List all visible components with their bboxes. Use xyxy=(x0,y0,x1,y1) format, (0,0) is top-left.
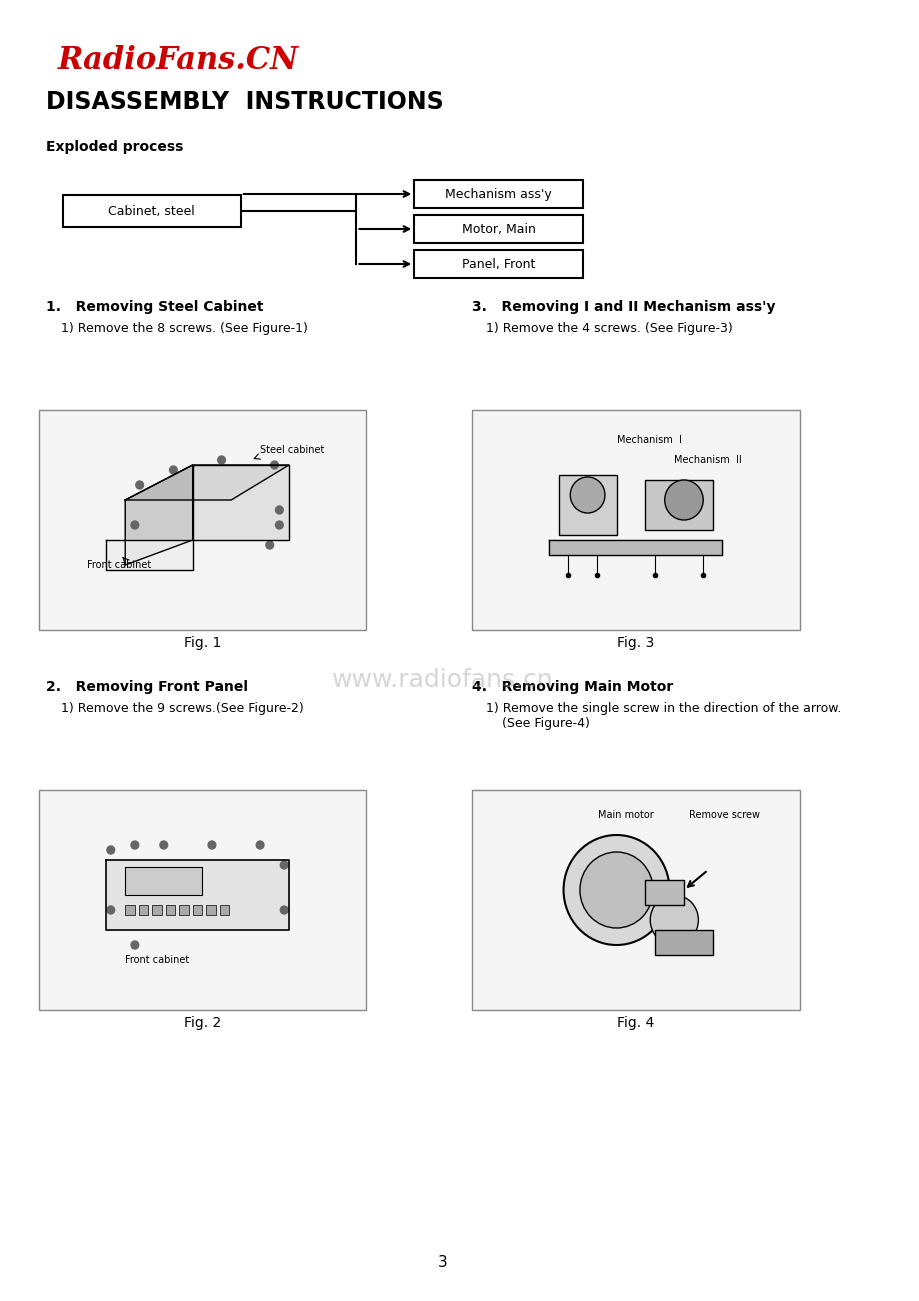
Polygon shape xyxy=(106,860,289,930)
Text: 1.   Removing Steel Cabinet: 1. Removing Steel Cabinet xyxy=(46,301,264,314)
Text: Front cabinet: Front cabinet xyxy=(125,955,189,965)
Circle shape xyxy=(270,461,278,468)
Text: Steel cabinet: Steel cabinet xyxy=(260,445,324,455)
Circle shape xyxy=(280,905,288,915)
Text: Remove screw: Remove screw xyxy=(688,811,759,820)
Text: 1) Remove the single screw in the direction of the arrow.
    (See Figure-4): 1) Remove the single screw in the direct… xyxy=(486,703,841,730)
Circle shape xyxy=(169,466,177,474)
Circle shape xyxy=(256,840,264,850)
Bar xyxy=(645,879,683,905)
Bar xyxy=(645,480,712,530)
Polygon shape xyxy=(125,464,192,565)
Bar xyxy=(414,215,582,243)
Circle shape xyxy=(563,835,669,945)
Circle shape xyxy=(275,520,283,530)
Polygon shape xyxy=(106,540,192,570)
Circle shape xyxy=(218,455,225,464)
Text: Cabinet, steel: Cabinet, steel xyxy=(108,204,195,217)
Circle shape xyxy=(275,506,283,514)
Circle shape xyxy=(136,481,143,489)
Bar xyxy=(192,905,202,915)
Bar xyxy=(152,905,162,915)
Text: 1) Remove the 4 screws. (See Figure-3): 1) Remove the 4 screws. (See Figure-3) xyxy=(486,323,732,334)
Bar xyxy=(558,475,616,535)
Circle shape xyxy=(650,895,698,945)
Circle shape xyxy=(280,861,288,869)
Bar xyxy=(62,195,241,226)
Text: 3: 3 xyxy=(437,1255,448,1270)
Text: Panel, Front: Panel, Front xyxy=(461,258,535,271)
Bar xyxy=(139,905,148,915)
Bar xyxy=(471,790,799,1010)
Circle shape xyxy=(160,840,167,850)
Text: Fig. 3: Fig. 3 xyxy=(617,636,653,650)
Bar xyxy=(220,905,229,915)
Text: Front cabinet: Front cabinet xyxy=(86,559,151,570)
Text: Exploded process: Exploded process xyxy=(46,141,184,154)
Circle shape xyxy=(130,840,139,850)
Text: 1) Remove the 8 screws. (See Figure-1): 1) Remove the 8 screws. (See Figure-1) xyxy=(61,323,307,334)
Circle shape xyxy=(579,852,652,928)
Bar xyxy=(414,250,582,278)
Bar xyxy=(39,790,366,1010)
Bar xyxy=(125,866,202,895)
Circle shape xyxy=(570,477,605,513)
Bar xyxy=(654,930,712,955)
Circle shape xyxy=(107,905,115,915)
Bar xyxy=(471,410,799,630)
Text: DISASSEMBLY  INSTRUCTIONS: DISASSEMBLY INSTRUCTIONS xyxy=(46,90,444,114)
Text: 4.   Removing Main Motor: 4. Removing Main Motor xyxy=(471,680,673,693)
Bar xyxy=(125,905,135,915)
Text: Fig. 4: Fig. 4 xyxy=(617,1016,653,1030)
Text: Mechanism ass'y: Mechanism ass'y xyxy=(445,187,551,200)
Text: Fig. 1: Fig. 1 xyxy=(184,636,221,650)
Polygon shape xyxy=(125,464,289,500)
Polygon shape xyxy=(192,464,289,540)
Circle shape xyxy=(107,846,115,853)
Text: 1) Remove the 9 screws.(See Figure-2): 1) Remove the 9 screws.(See Figure-2) xyxy=(61,703,303,716)
Circle shape xyxy=(130,520,139,530)
Bar xyxy=(206,905,216,915)
Circle shape xyxy=(664,480,702,520)
Circle shape xyxy=(208,840,216,850)
Text: Motor, Main: Motor, Main xyxy=(461,222,535,235)
Text: 2.   Removing Front Panel: 2. Removing Front Panel xyxy=(46,680,248,693)
Text: www.radiofans.cn: www.radiofans.cn xyxy=(332,667,553,692)
Bar xyxy=(414,180,582,208)
Text: 3.   Removing I and II Mechanism ass'y: 3. Removing I and II Mechanism ass'y xyxy=(471,301,775,314)
Text: Mechanism  II: Mechanism II xyxy=(674,455,742,464)
Bar xyxy=(39,410,366,630)
Text: Mechanism  I: Mechanism I xyxy=(616,435,681,445)
Circle shape xyxy=(266,541,273,549)
Text: RadioFans.CN: RadioFans.CN xyxy=(58,46,299,75)
Bar xyxy=(165,905,176,915)
Polygon shape xyxy=(549,540,721,556)
Text: Main motor: Main motor xyxy=(597,811,653,820)
Bar xyxy=(179,905,188,915)
Text: Fig. 2: Fig. 2 xyxy=(184,1016,221,1030)
Circle shape xyxy=(130,941,139,948)
